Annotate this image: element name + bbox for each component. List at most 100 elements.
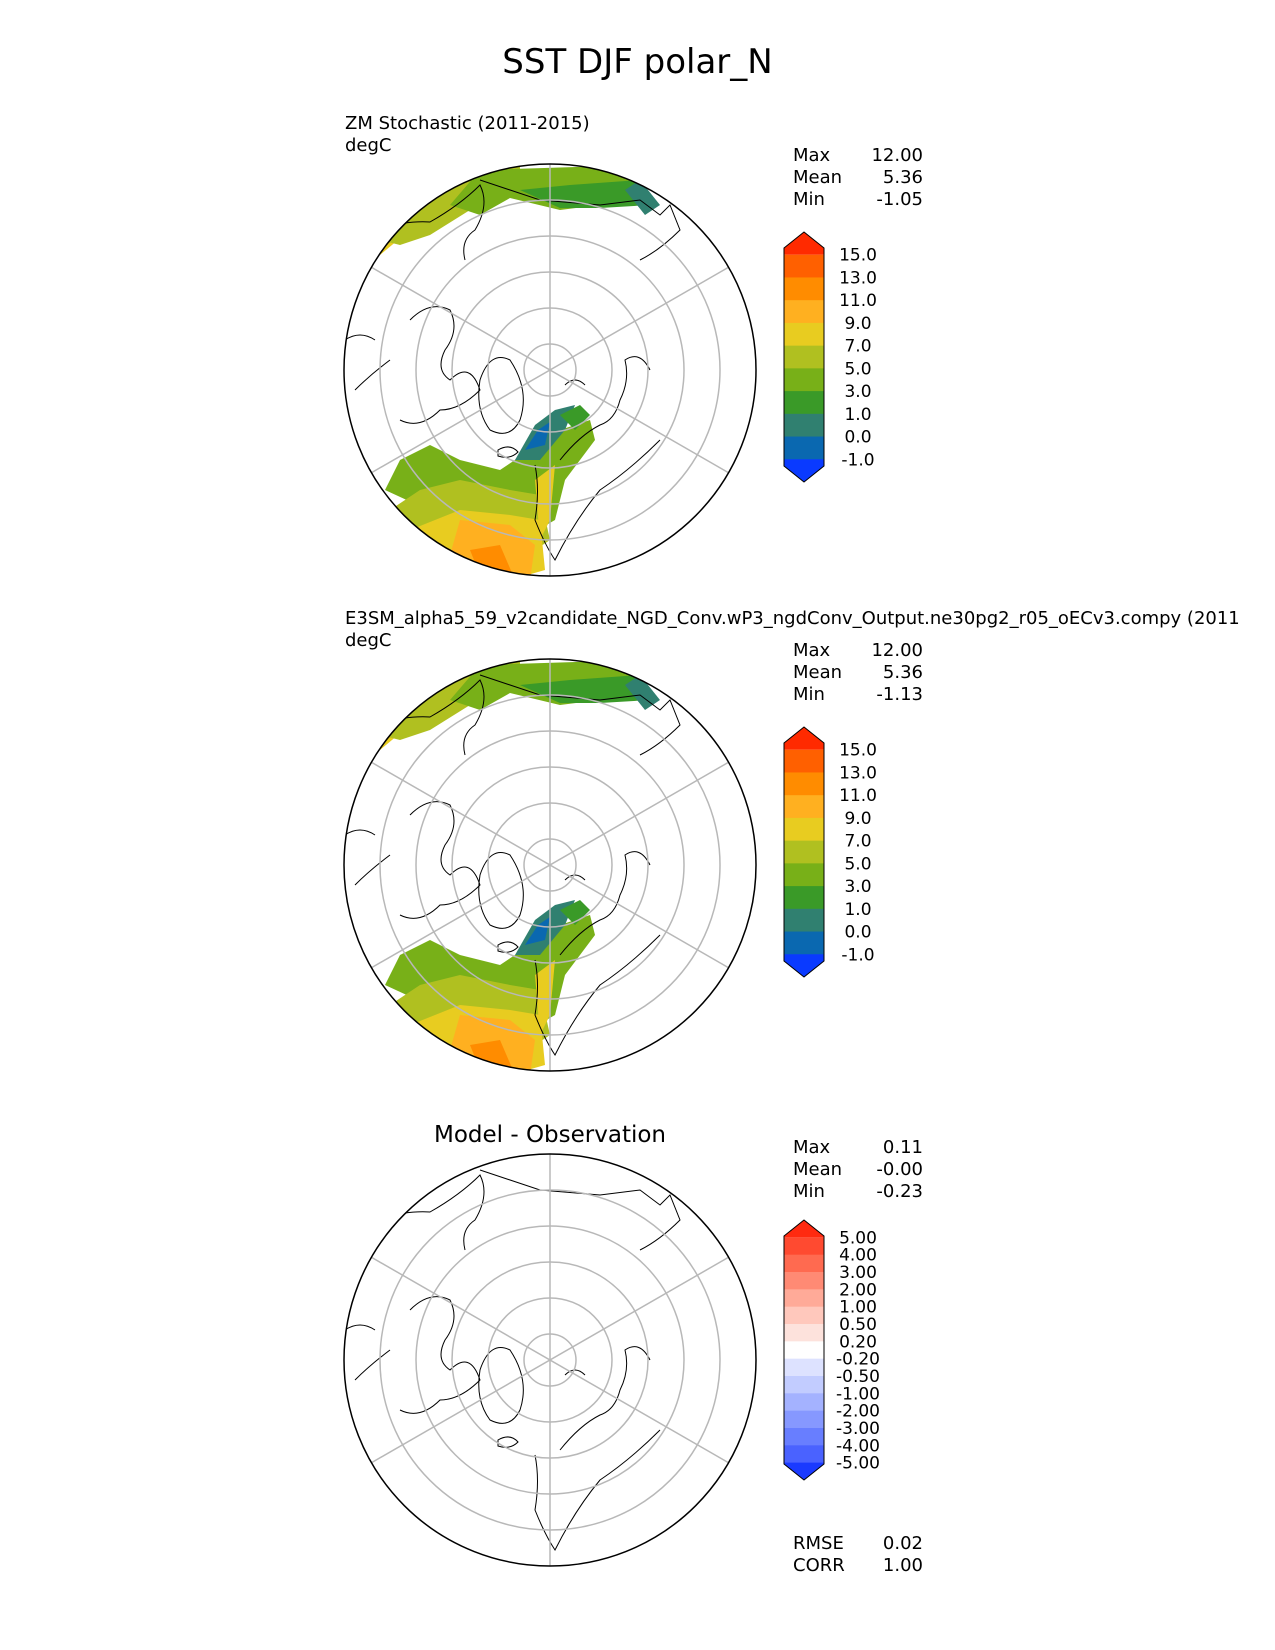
coastline-alaska — [359, 1174, 485, 1251]
coastline-scandinavia — [559, 356, 651, 461]
colorbar-outline — [783, 1219, 825, 1481]
coastline-scandinavia — [559, 851, 651, 956]
colorbar-tick-label: 3.00 — [839, 1263, 877, 1283]
coastline-iceland — [497, 941, 519, 953]
coastline-europe — [534, 934, 661, 1056]
colorbar-segment — [784, 863, 824, 887]
colorbar-tick-label: 3.0 — [844, 877, 871, 897]
colorbar-segment — [784, 322, 824, 347]
colorbar-segment — [784, 232, 824, 255]
colorbar-segment — [784, 1376, 824, 1394]
stat-mean: Mean -0.00 — [793, 1159, 923, 1180]
colorbar-segment — [784, 300, 824, 324]
colorbar-tick-label: 0.50 — [839, 1315, 877, 1335]
coastline-iceland — [497, 1436, 519, 1448]
sst-fill-bering — [625, 180, 660, 215]
panel1-units: degC — [345, 135, 392, 156]
colorbar-tick-label: -0.20 — [836, 1350, 880, 1370]
colorbar-tick-label: 0.20 — [839, 1332, 877, 1352]
coastline-hudson — [344, 334, 391, 391]
colorbar-segment — [784, 840, 824, 864]
colorbar-segment — [784, 254, 824, 278]
colorbar-tick-label: 0.0 — [844, 428, 871, 448]
colorbar-segment — [784, 795, 824, 819]
metric-corr: CORR 1.00 — [793, 1555, 923, 1576]
colorbar-segment — [784, 368, 824, 392]
coastline-alaska — [359, 184, 485, 261]
colorbar-tick-label: 1.00 — [839, 1298, 877, 1318]
colorbar-tick-label: 7.0 — [844, 832, 871, 852]
colorbar-segment — [784, 1289, 824, 1308]
colorbar-segment — [784, 886, 824, 910]
panel3-polar-map — [343, 1153, 757, 1567]
colorbar-tick-label: -2.00 — [836, 1402, 880, 1422]
colorbar-segment — [784, 345, 824, 369]
stat-min: Min -1.13 — [793, 684, 923, 705]
coastline-europe — [534, 1429, 661, 1551]
colorbar-tick-label: 4.00 — [839, 1246, 877, 1266]
colorbar-tick-label: 11.0 — [839, 786, 877, 806]
coastline-canada — [399, 801, 481, 919]
colorbar-segment — [784, 1410, 824, 1429]
map-boundary — [343, 658, 757, 1072]
coastline-greenland — [478, 357, 524, 434]
panel2-colorbar: 15.013.0 11.0 9.0 7.05.0 3.0 1.0 0.0-1.0 — [783, 726, 877, 978]
sst-fill-norwegian-blue — [525, 917, 550, 945]
stat-max: Max 12.00 — [793, 145, 923, 166]
panel3-title: Model - Observation — [433, 1122, 667, 1148]
colorbar-tick-label: 1.0 — [844, 900, 871, 920]
colorbar-tick-label: -5.00 — [836, 1454, 880, 1474]
colorbar-tick-label: 9.0 — [844, 314, 871, 334]
colorbar-tick-label: 15.0 — [839, 246, 877, 266]
stat-max: Max 12.00 — [793, 640, 923, 661]
colorbar-segment — [784, 1254, 824, 1273]
colorbar-tick-label: 5.0 — [844, 359, 871, 379]
map-boundary — [343, 1153, 757, 1567]
panel1-colorbar: 15.013.0 11.0 9.0 7.05.0 3.0 1.0 0.0-1.0 — [783, 231, 877, 483]
colorbar-segment — [784, 772, 824, 796]
colorbar-segment — [784, 413, 824, 438]
colorbar-outline — [783, 726, 825, 978]
colorbar-segment — [784, 931, 824, 955]
coastline-svalbard — [564, 379, 586, 386]
colorbar-tick-label: -1.00 — [836, 1384, 880, 1404]
coastline-siberia — [479, 674, 681, 756]
colorbar-segment — [784, 954, 824, 977]
coastline-siberia — [479, 1169, 681, 1251]
panel1-title: ZM Stochastic (2011-2015) — [345, 113, 590, 134]
coastline-greenland — [478, 852, 524, 929]
coastline-scandinavia — [559, 1346, 651, 1451]
stat-max: Max 0.11 — [793, 1137, 923, 1158]
coastline-canada — [399, 306, 481, 424]
colorbar-segment — [784, 1324, 824, 1342]
colorbar-segment — [784, 749, 824, 773]
panel2-title: E3SM_alpha5_59_v2candidate_NGD_Conv.wP3_… — [345, 608, 1240, 629]
colorbar-tick-label: 5.0 — [844, 854, 871, 874]
coastline-alaska — [359, 679, 485, 756]
map-boundary — [343, 163, 757, 577]
colorbar-tick-label: 13.0 — [839, 763, 877, 783]
colorbar-segment — [784, 908, 824, 933]
stat-mean: Mean 5.36 — [793, 662, 923, 683]
panel3-stats: Max 0.11 Mean -0.00 Min -0.23 — [793, 1137, 923, 1203]
colorbar-tick-label: 13.0 — [839, 268, 877, 288]
metric-rmse: RMSE 0.02 — [793, 1533, 923, 1554]
colorbar-segment — [784, 1237, 824, 1256]
colorbar-tick-label: 9.0 — [844, 809, 871, 829]
coastline-siberia — [479, 179, 681, 261]
colorbar-tick-label: 15.0 — [839, 741, 877, 761]
stat-mean: Mean 5.36 — [793, 167, 923, 188]
stat-min: Min -1.05 — [793, 189, 923, 210]
colorbar-segment — [784, 1445, 824, 1464]
colorbar-tick-label: -1.0 — [841, 945, 874, 965]
sst-fill-norwegian-blue — [525, 422, 550, 450]
colorbar-tick-label: -3.00 — [836, 1419, 880, 1439]
panel2-units: degC — [345, 630, 392, 651]
colorbar-segment — [784, 1393, 824, 1412]
colorbar-tick-label: -1.0 — [841, 450, 874, 470]
coastline-svalbard — [564, 874, 586, 881]
colorbar-segment — [784, 277, 824, 301]
colorbar-segment — [784, 1341, 824, 1360]
colorbar-tick-label: 3.0 — [844, 382, 871, 402]
figure-title: SST DJF polar_N — [502, 42, 773, 82]
